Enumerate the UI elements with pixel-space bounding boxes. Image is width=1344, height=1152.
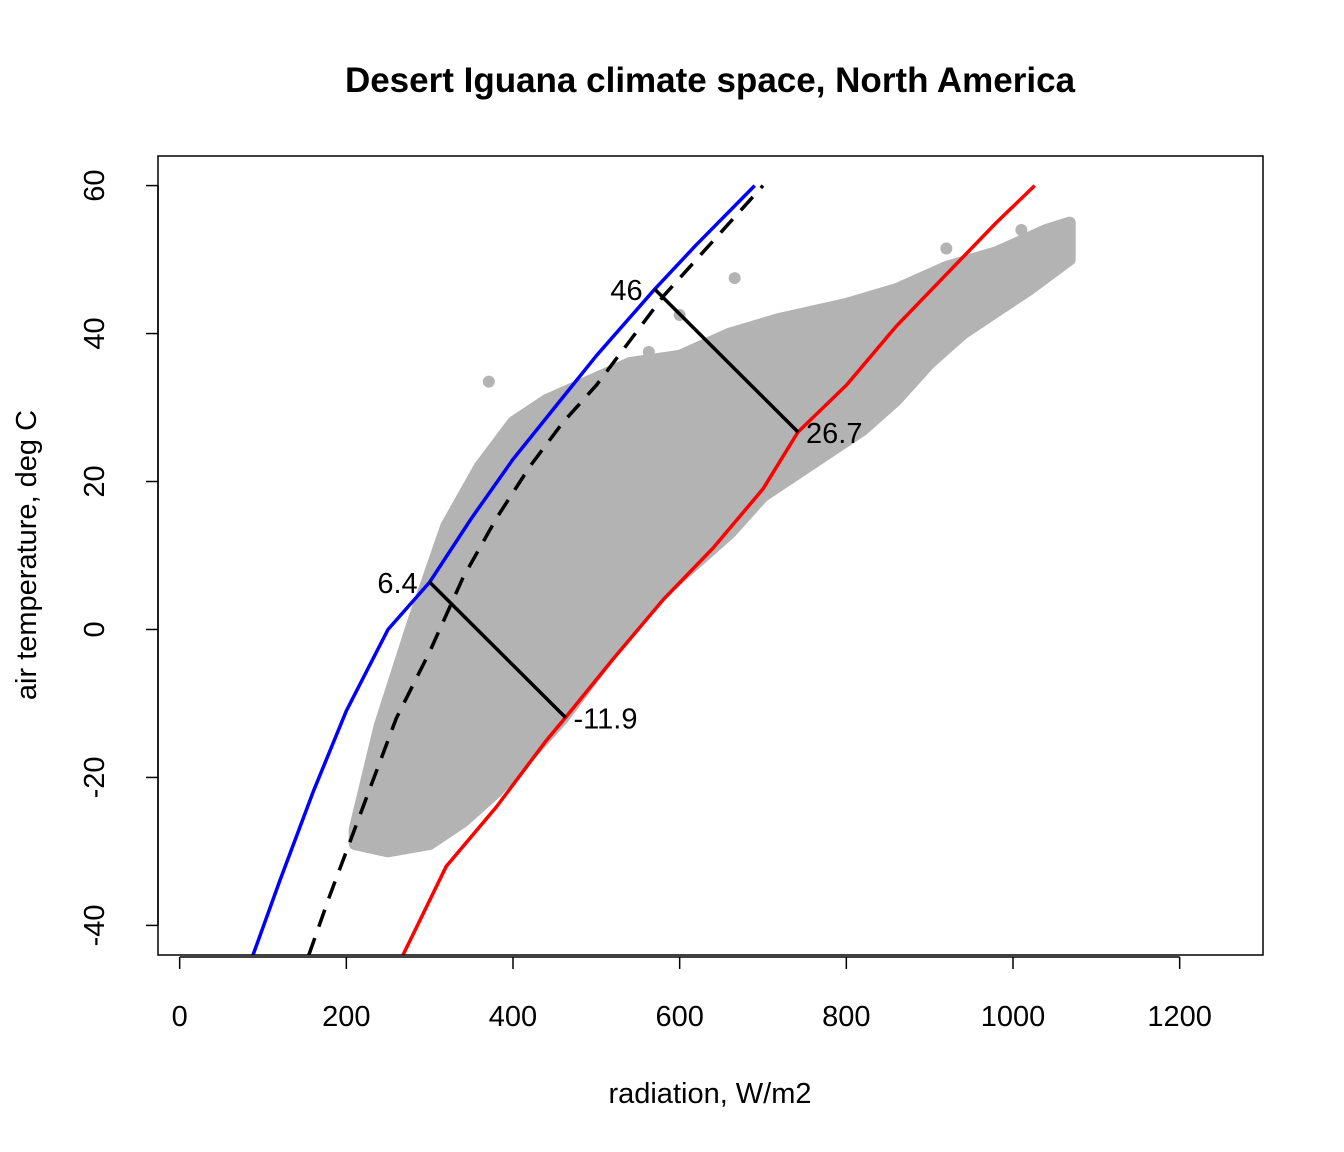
y-axis-label: air temperature, deg C: [11, 410, 43, 700]
limit-segment: [653, 287, 800, 434]
x-tick-label: 400: [489, 1001, 537, 1033]
x-tick-label: 200: [322, 1001, 370, 1033]
y-tick-label: -20: [79, 756, 111, 798]
x-tick-label: 1000: [981, 1001, 1046, 1033]
y-tick-label: 20: [79, 465, 111, 497]
red-solid-line: [401, 184, 1036, 956]
annotations: 46 26.7 6.4 -11.9: [377, 275, 862, 735]
x-tick-label: 600: [655, 1001, 703, 1033]
x-tick-label: 0: [172, 1001, 188, 1033]
limit-segments: [428, 287, 800, 719]
data-point: [642, 346, 655, 359]
x-tick-label: 1200: [1147, 1001, 1212, 1033]
y-tick-label: 40: [79, 317, 111, 349]
y-tick-label: 60: [79, 169, 111, 201]
annotation-label: 6.4: [377, 568, 417, 600]
data-point: [940, 242, 953, 255]
y-axis: -40 -20 0 20 40 60: [79, 169, 159, 946]
data-point: [728, 272, 741, 285]
point-cloud-area: [348, 216, 1076, 858]
data-point: [1015, 223, 1028, 236]
annotation-label: 26.7: [806, 418, 862, 450]
x-axis: 0 200 400 600 800 1000 1200: [172, 956, 1212, 1033]
annotation-label: 46: [610, 275, 642, 307]
data-point-cloud: [348, 216, 1076, 858]
limit-segment: [428, 580, 567, 719]
annotation-label: -11.9: [574, 704, 638, 736]
y-tick-label: -40: [79, 904, 111, 946]
data-point: [482, 375, 495, 388]
black-dashed-line: [307, 184, 765, 956]
x-tick-label: 800: [822, 1001, 870, 1033]
chart-title: Desert Iguana climate space, North Ameri…: [345, 61, 1076, 100]
x-axis-label: radiation, W/m2: [608, 1078, 811, 1110]
y-tick-label: 0: [79, 621, 111, 637]
